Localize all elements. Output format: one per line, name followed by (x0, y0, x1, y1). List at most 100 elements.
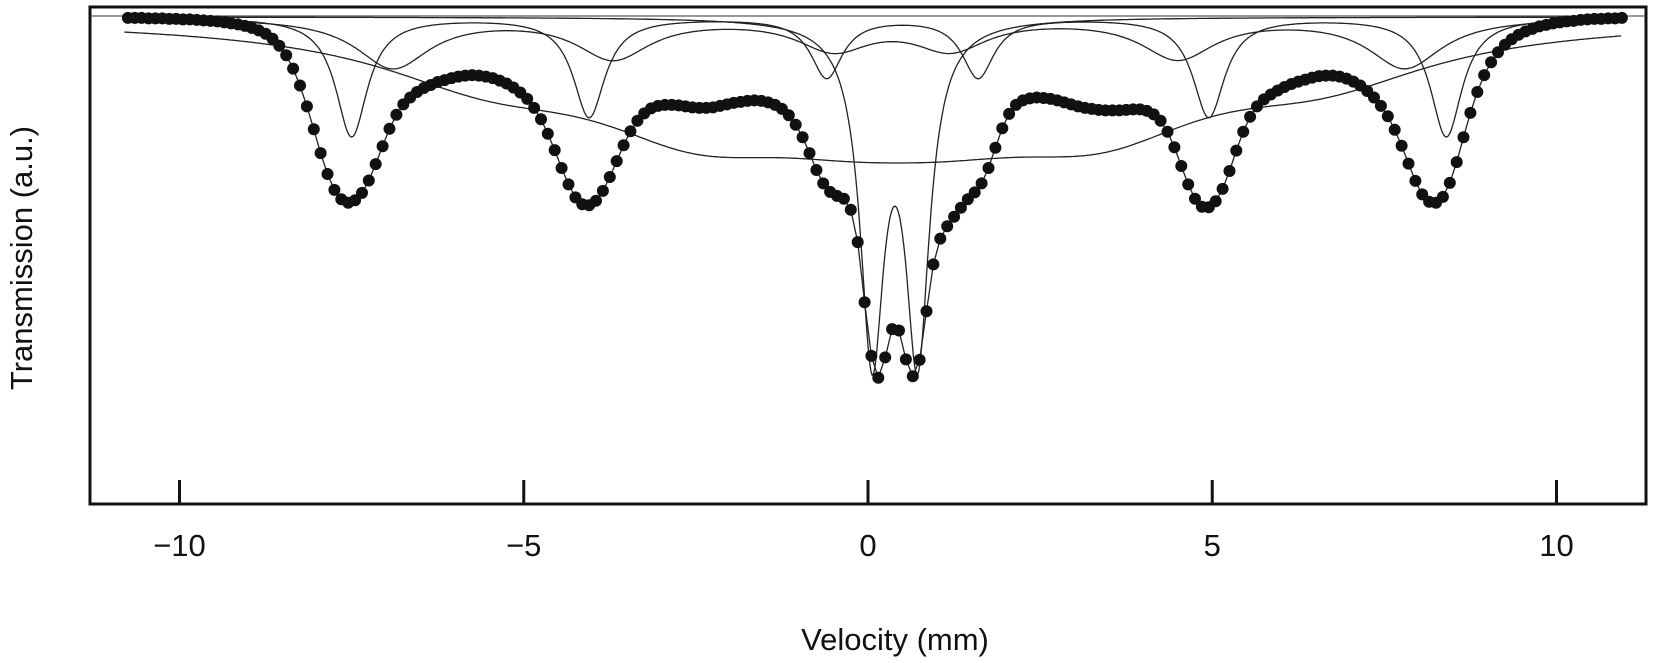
data-point (287, 62, 300, 75)
data-point (1244, 110, 1257, 123)
data-point (1395, 139, 1408, 152)
data-point (1368, 91, 1380, 104)
data-point (968, 186, 981, 199)
data-point (948, 210, 961, 223)
data-point (1485, 56, 1498, 69)
data-point (817, 177, 830, 190)
data-point (610, 155, 623, 168)
data-point (528, 101, 541, 114)
data-point (879, 351, 892, 364)
data-point (1209, 195, 1222, 208)
data-point (521, 92, 534, 105)
data-point (300, 100, 313, 113)
plot-frame (88, 5, 1648, 506)
data-point (1223, 165, 1236, 177)
data-point (362, 174, 375, 187)
data-point (590, 194, 602, 207)
fit-component-3 (124, 31, 1622, 164)
data-points (121, 11, 1628, 384)
data-point (1154, 114, 1167, 127)
data-point (1443, 176, 1456, 189)
data-point (321, 168, 334, 180)
data-point (1381, 110, 1394, 123)
data-point (548, 144, 561, 157)
x-axis-ticks: −10 −5 0 5 10 (153, 480, 1574, 563)
fit-component-1 (124, 17, 1622, 138)
data-point (624, 125, 637, 138)
data-point (562, 178, 575, 191)
data-point (810, 164, 823, 176)
data-point (273, 39, 286, 52)
data-point (1168, 141, 1181, 154)
data-point (1374, 99, 1387, 112)
data-point (872, 371, 885, 384)
data-point (906, 370, 919, 383)
data-point (535, 113, 547, 126)
data-point (782, 109, 795, 122)
data-point (996, 122, 1009, 135)
data-point (1402, 157, 1415, 170)
data-point (617, 139, 630, 152)
data-point (954, 201, 967, 214)
data-point (913, 353, 926, 366)
y-axis-label: Transmission (a.u.) (4, 126, 39, 390)
data-point (989, 141, 1002, 154)
data-point (858, 296, 871, 309)
x-tick-label: −5 (506, 528, 541, 563)
x-axis-label: Velocity (mm) (801, 622, 989, 657)
data-point (1450, 156, 1463, 169)
x-tick-label: −10 (153, 528, 206, 563)
data-point (1409, 174, 1422, 187)
data-point (934, 232, 947, 245)
data-point (1436, 190, 1449, 203)
data-point (899, 353, 912, 366)
data-point (1464, 106, 1477, 119)
x-tick-label: 5 (1204, 528, 1221, 563)
data-point (1478, 69, 1491, 82)
data-point (1457, 131, 1470, 144)
data-point (865, 349, 878, 362)
data-point (555, 162, 568, 174)
data-point (837, 192, 850, 205)
data-point (789, 118, 802, 131)
data-point (390, 108, 403, 121)
data-point (307, 123, 320, 136)
data-point (1182, 178, 1195, 191)
data-point (1388, 123, 1401, 136)
data-point (1003, 107, 1016, 120)
data-point (844, 203, 857, 216)
data-point (603, 171, 616, 183)
data-point (920, 305, 933, 318)
data-point (280, 49, 293, 62)
data-point (1175, 160, 1188, 172)
fit-components (124, 16, 1622, 377)
data-point (314, 147, 327, 160)
data-point (1216, 182, 1229, 195)
data-point (851, 236, 864, 249)
data-point (975, 177, 988, 190)
x-tick-label: 10 (1539, 528, 1573, 563)
data-point (1230, 144, 1243, 157)
fit-component-4 (124, 16, 1622, 377)
x-tick-label: 0 (859, 528, 876, 563)
data-point (1237, 125, 1250, 138)
data-point (803, 147, 816, 160)
data-point (1615, 11, 1628, 24)
data-point (796, 131, 809, 144)
fit-component-2 (124, 18, 1622, 70)
data-point (541, 127, 554, 140)
data-point (376, 140, 389, 153)
data-point (941, 220, 954, 233)
data-point (596, 184, 609, 197)
data-point (1189, 192, 1201, 205)
data-point (893, 324, 905, 337)
data-point (1161, 125, 1174, 138)
data-point (356, 186, 368, 199)
data-point (328, 183, 341, 196)
data-point (927, 258, 940, 271)
data-point (383, 122, 396, 135)
data-point (982, 162, 995, 174)
data-point (294, 79, 306, 92)
data-point (369, 158, 382, 171)
